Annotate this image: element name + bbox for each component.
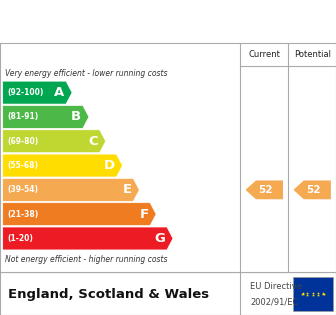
Text: B: B (71, 111, 81, 123)
Text: Very energy efficient - lower running costs: Very energy efficient - lower running co… (5, 69, 168, 78)
Text: (39-54): (39-54) (7, 185, 38, 194)
Text: Not energy efficient - higher running costs: Not energy efficient - higher running co… (5, 255, 168, 264)
Polygon shape (3, 106, 89, 129)
Text: 52: 52 (306, 185, 321, 195)
Text: D: D (104, 159, 115, 172)
Polygon shape (3, 227, 173, 250)
Text: E: E (123, 183, 132, 196)
Text: Potential: Potential (294, 49, 331, 59)
Text: Current: Current (248, 49, 280, 59)
Text: G: G (154, 232, 165, 245)
Polygon shape (293, 180, 331, 199)
Text: F: F (139, 208, 149, 221)
Text: A: A (54, 86, 64, 99)
Text: Energy Efficiency Rating: Energy Efficiency Rating (10, 14, 232, 29)
Text: (81-91): (81-91) (7, 112, 39, 121)
Text: 52: 52 (259, 185, 273, 195)
Text: England, Scotland & Wales: England, Scotland & Wales (8, 288, 210, 301)
Polygon shape (3, 130, 106, 153)
Text: EU Directive: EU Directive (250, 282, 302, 291)
Text: (55-68): (55-68) (7, 161, 38, 170)
Bar (293, 277, 333, 311)
Polygon shape (3, 203, 156, 226)
Text: 2002/91/EC: 2002/91/EC (250, 298, 299, 307)
Polygon shape (246, 180, 283, 199)
Text: (92-100): (92-100) (7, 88, 44, 97)
Text: (69-80): (69-80) (7, 137, 39, 146)
Polygon shape (3, 81, 72, 104)
Polygon shape (3, 154, 123, 177)
Polygon shape (3, 178, 139, 201)
Text: (21-38): (21-38) (7, 210, 39, 219)
Text: (1-20): (1-20) (7, 234, 33, 243)
Text: C: C (88, 135, 98, 148)
